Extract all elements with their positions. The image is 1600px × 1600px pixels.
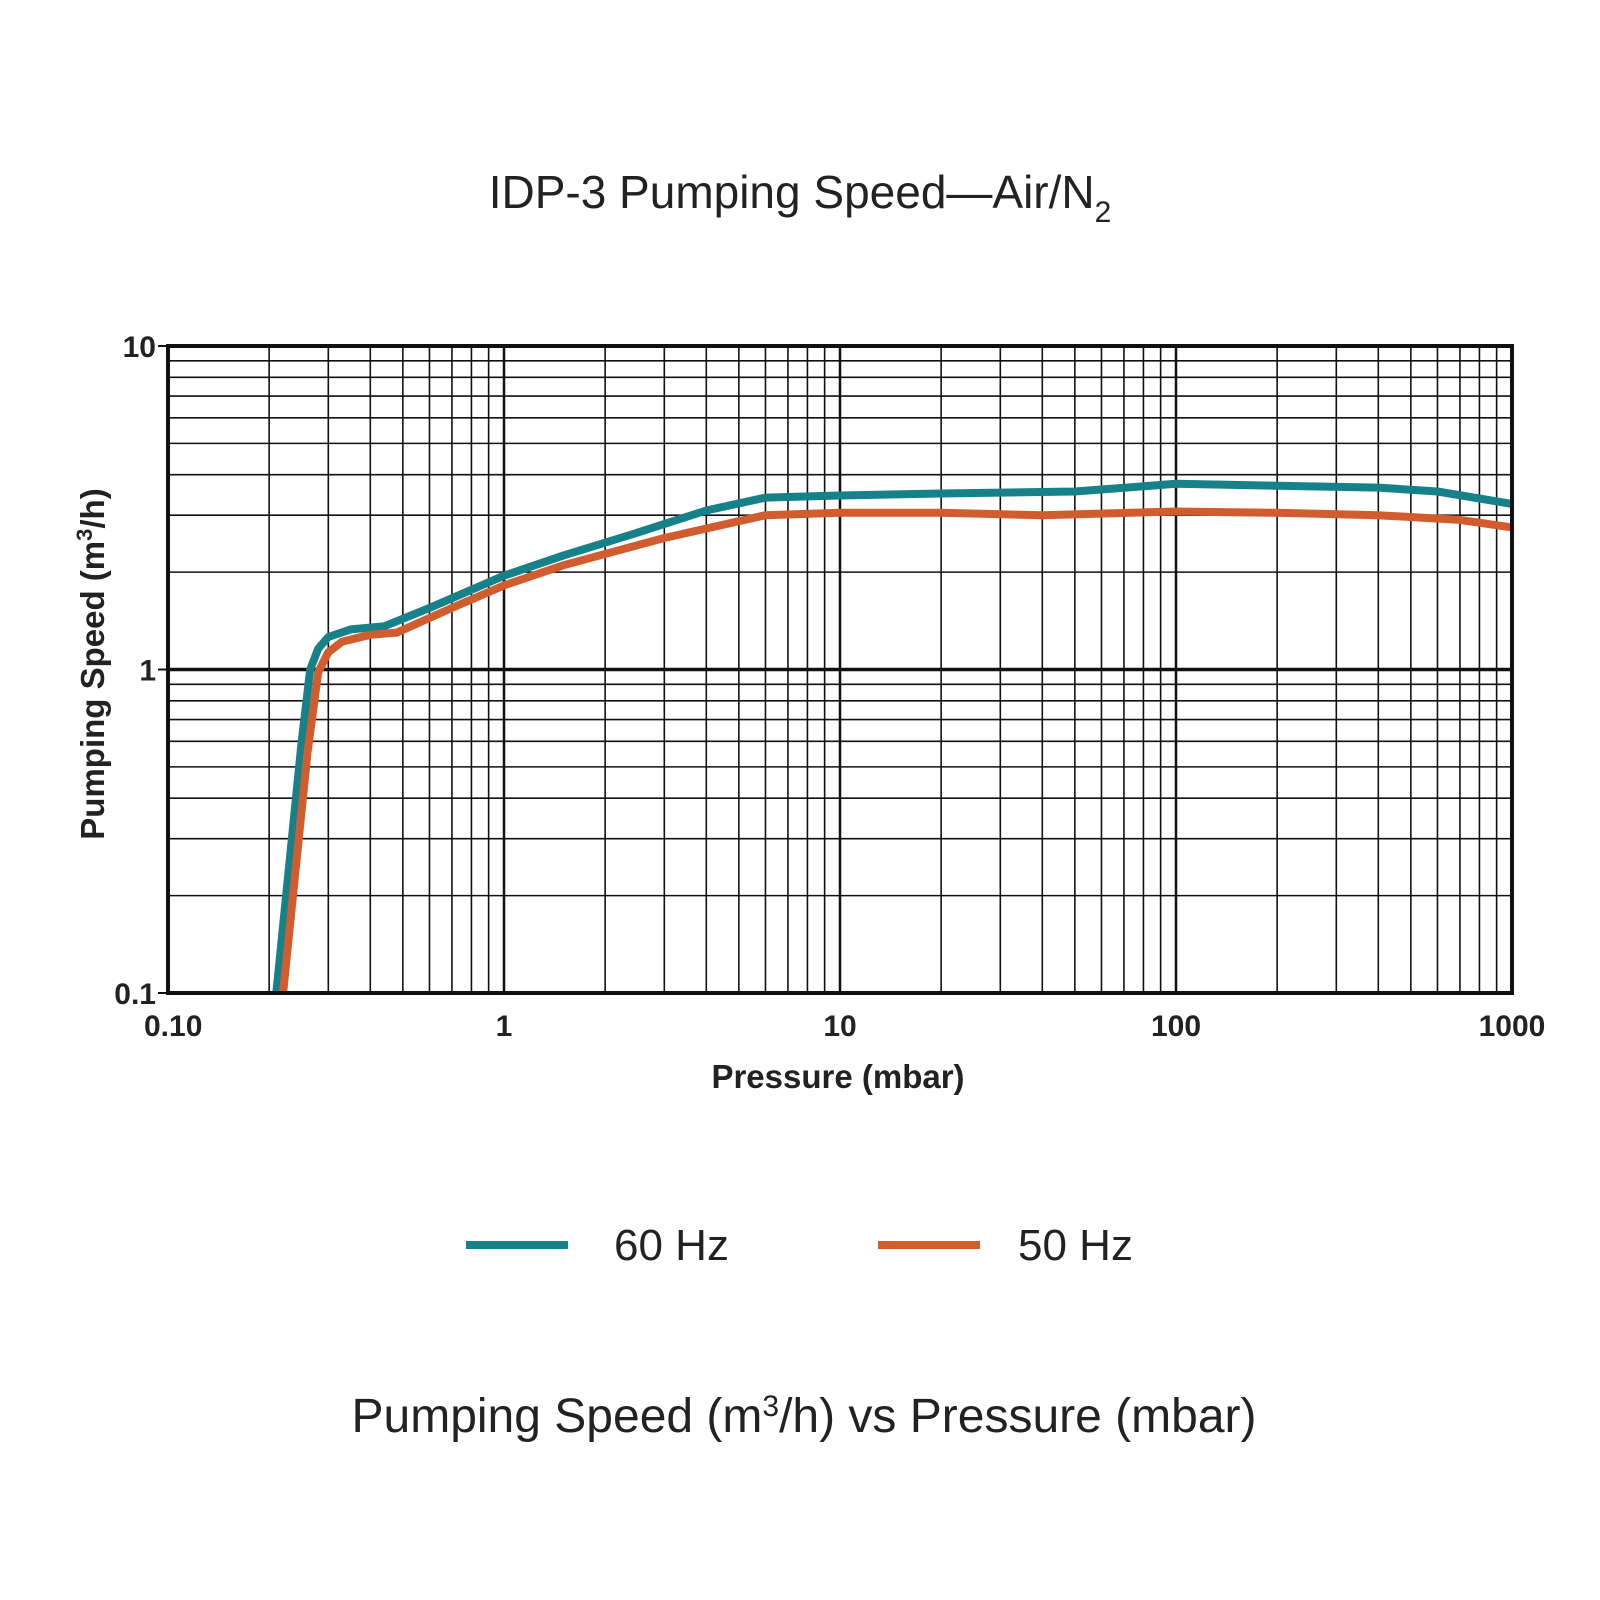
series-line-50hz — [279, 507, 1513, 994]
x-tick-label: 1000 — [1479, 1010, 1546, 1043]
caption-main: Pumping Speed (m — [352, 1390, 763, 1443]
x-tick-label: 0.10 — [144, 1010, 202, 1043]
axis-ticks: 0.10 1 10 100 1000 0.1 1 10 — [114, 331, 1545, 1043]
series-line-60hz — [272, 479, 1513, 994]
y-tick-label: 0.1 — [114, 978, 156, 1011]
caption-tail: /h) vs Pressure (mbar) — [779, 1390, 1256, 1443]
chart-title-main: IDP-3 Pumping Speed—Air/N — [489, 166, 1095, 218]
y-axis-label-tail: /h) — [74, 488, 111, 528]
legend-label-50hz: 50 Hz — [1018, 1221, 1133, 1270]
x-tick-label: 1 — [496, 1010, 513, 1043]
plot-series — [272, 479, 1513, 994]
x-axis-label: Pressure (mbar) — [711, 1058, 964, 1095]
chart-caption: Pumping Speed (m3/h) vs Pressure (mbar) — [352, 1390, 1257, 1443]
y-tick-label: 10 — [123, 331, 156, 364]
legend-label-60hz: 60 Hz — [614, 1221, 729, 1270]
x-tick-label: 100 — [1151, 1010, 1201, 1043]
chart-title: IDP-3 Pumping Speed—Air/N2 — [489, 166, 1112, 229]
legend: 60 Hz 50 Hz — [466, 1221, 1133, 1270]
chart-title-subscript: 2 — [1095, 196, 1112, 229]
plot-grid — [168, 346, 1512, 993]
y-axis-label-main: Pumping Speed (m — [74, 541, 111, 840]
y-tick-label: 1 — [139, 655, 156, 688]
x-tick-label: 10 — [823, 1010, 856, 1043]
y-axis-label: Pumping Speed (m3/h) — [72, 488, 111, 839]
y-axis-label-superscript: 3 — [72, 529, 97, 541]
caption-superscript: 3 — [762, 1390, 779, 1423]
